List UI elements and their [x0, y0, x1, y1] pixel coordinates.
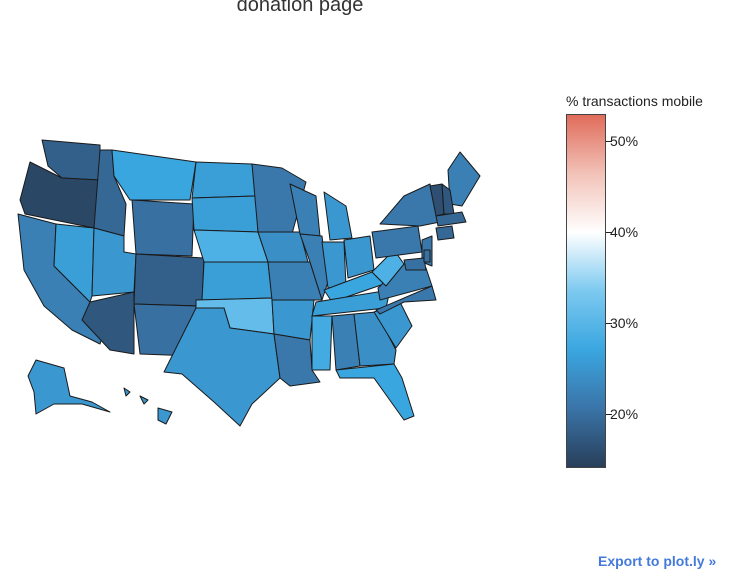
state-pa[interactable] [371, 225, 423, 259]
colorbar-tick-label: 30% [610, 314, 639, 331]
state-ms[interactable] [311, 315, 333, 371]
colorbar-tick-mark [606, 141, 612, 143]
state-az[interactable] [81, 291, 135, 355]
state-hi[interactable] [123, 387, 173, 425]
state-wv[interactable] [371, 249, 405, 287]
colorbar-title: % transactions mobile [566, 93, 703, 109]
state-ks[interactable] [201, 261, 273, 301]
state-ga[interactable] [353, 311, 397, 367]
state-de[interactable] [423, 249, 431, 263]
state-mt[interactable] [111, 149, 197, 201]
state-nv[interactable] [53, 223, 95, 303]
colorbar [566, 114, 606, 468]
state-ak[interactable] [27, 359, 111, 415]
colorbar-tick-mark [606, 322, 612, 324]
colorbar-tick-label: 20% [610, 405, 639, 422]
state-sd[interactable] [191, 195, 259, 233]
chart-title: donation page [236, 0, 364, 16]
state-ne[interactable] [193, 229, 269, 263]
state-nc[interactable] [375, 285, 437, 315]
state-me[interactable] [447, 151, 481, 207]
state-fl[interactable] [335, 363, 415, 421]
colorbar-tick-mark [606, 413, 612, 415]
state-ma[interactable] [435, 211, 467, 227]
state-ar[interactable] [271, 299, 315, 341]
state-wy[interactable] [131, 199, 195, 257]
export-to-plotly-link[interactable]: Export to plot.ly » [598, 553, 717, 569]
state-ut[interactable] [91, 227, 137, 297]
state-tx[interactable] [163, 307, 281, 427]
state-co[interactable] [133, 253, 205, 307]
state-mi[interactable] [323, 191, 353, 241]
colorbar-tick-label: 40% [610, 224, 639, 240]
state-ct[interactable] [435, 225, 455, 241]
state-la[interactable] [273, 333, 321, 387]
colorbar-tick-mark [606, 232, 612, 233]
state-md[interactable] [403, 257, 427, 271]
colorbar-tick-label: 50% [610, 133, 639, 150]
state-oh[interactable] [343, 235, 375, 279]
state-nd[interactable] [191, 161, 257, 199]
